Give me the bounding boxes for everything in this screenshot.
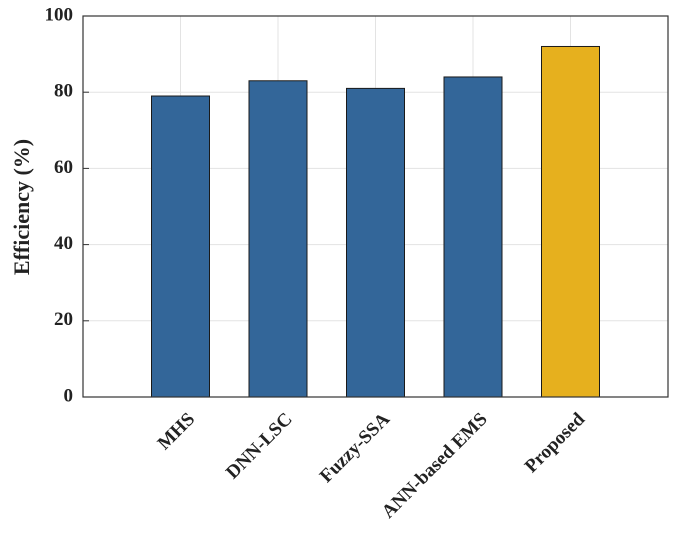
x-tick-label: ANN-based EMS xyxy=(378,409,492,523)
y-tick-label: 0 xyxy=(64,385,74,406)
x-tick-label: Fuzzy-SSA xyxy=(316,409,394,487)
y-tick-label: 20 xyxy=(54,309,73,330)
bar xyxy=(541,45,600,398)
y-tick-label: 80 xyxy=(54,81,73,102)
y-tick-label: 60 xyxy=(54,157,73,178)
x-tick-label: DNN-LSC xyxy=(222,409,297,484)
plot-frame xyxy=(82,15,669,398)
bar xyxy=(443,76,503,398)
y-axis-label: Efficiency (%) xyxy=(9,139,34,275)
y-tick-label: 40 xyxy=(54,233,73,254)
bar xyxy=(151,95,210,398)
bar xyxy=(346,87,405,398)
y-tick-label: 100 xyxy=(45,4,74,25)
bar xyxy=(248,80,308,398)
x-tick-label: Proposed xyxy=(521,408,590,477)
x-tick-label: MHS xyxy=(154,409,199,454)
